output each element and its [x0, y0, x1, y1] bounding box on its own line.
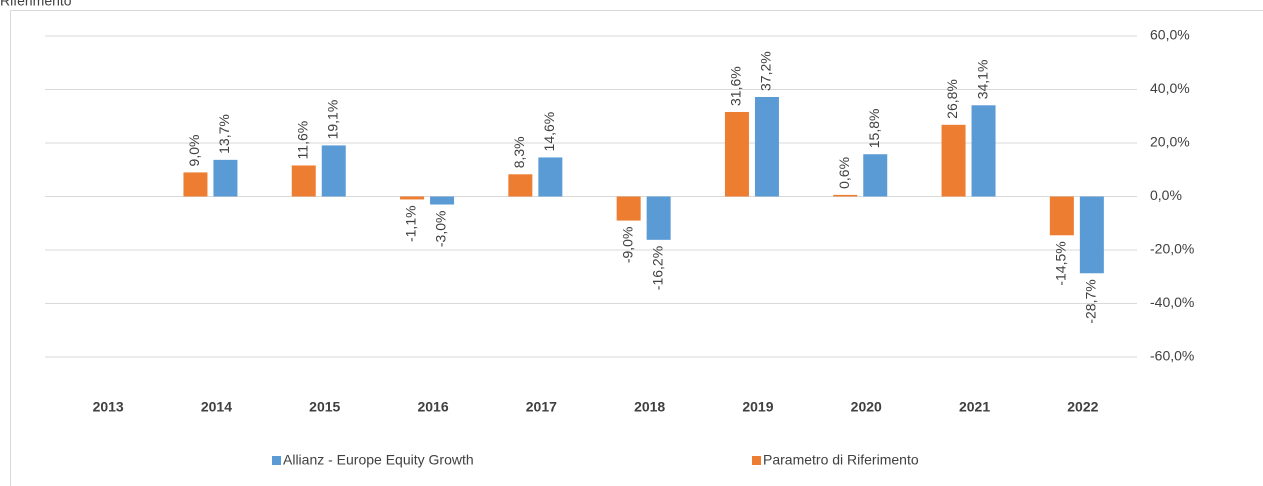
bar — [1079, 196, 1104, 274]
x-tick-label: 2020 — [851, 399, 882, 415]
y-tick-label: 0,0% — [1150, 187, 1182, 203]
x-tick-label: 2021 — [959, 399, 990, 415]
y-tick-label: 20,0% — [1150, 134, 1190, 150]
data-label: 37,2% — [758, 51, 774, 91]
y-tick-label: 40,0% — [1150, 80, 1190, 96]
x-tick-label: 2016 — [417, 399, 448, 415]
data-label: 8,3% — [511, 136, 527, 168]
bar — [646, 196, 671, 240]
data-label: -1,1% — [403, 205, 419, 242]
legend-swatch — [272, 456, 281, 465]
data-label: 19,1% — [324, 100, 340, 140]
bar — [400, 196, 425, 200]
bar — [538, 157, 563, 197]
bar — [1049, 196, 1074, 236]
legend-label: Parametro di Riferimento — [763, 452, 919, 468]
x-tick-label: 2019 — [742, 399, 773, 415]
data-label: -28,7% — [1083, 279, 1099, 323]
legend-label: Allianz - Europe Equity Growth — [283, 452, 474, 468]
data-label: 13,7% — [216, 114, 232, 154]
bar — [321, 145, 346, 197]
y-tick-label: -60,0% — [1150, 348, 1194, 364]
data-label: 0,6% — [836, 157, 852, 189]
data-label: -9,0% — [619, 227, 635, 264]
data-label: 26,8% — [944, 79, 960, 119]
caption: Riferimento — [0, 0, 72, 9]
bar — [183, 172, 208, 197]
x-tick-label: 2015 — [309, 399, 340, 415]
bar — [724, 111, 749, 197]
data-label: 31,6% — [728, 66, 744, 106]
chart-frame — [10, 10, 1263, 486]
data-label: 9,0% — [186, 135, 202, 167]
x-tick-label: 2017 — [526, 399, 557, 415]
bar — [833, 194, 858, 197]
y-tick-label: -40,0% — [1150, 294, 1194, 310]
data-label: -3,0% — [433, 211, 449, 248]
bar — [430, 196, 455, 205]
data-label: 11,6% — [294, 121, 310, 160]
bar — [941, 124, 966, 197]
bar — [616, 196, 641, 221]
bar — [754, 96, 779, 197]
data-label: -14,5% — [1053, 241, 1069, 285]
x-tick-label: 2022 — [1067, 399, 1098, 415]
data-label: 34,1% — [974, 60, 990, 100]
data-label: 14,6% — [541, 112, 557, 152]
x-tick-label: 2014 — [201, 399, 232, 415]
bar — [863, 154, 888, 197]
bar — [508, 174, 533, 197]
bar — [291, 165, 316, 197]
y-tick-label: 60,0% — [1150, 27, 1190, 43]
bar — [213, 159, 238, 197]
legend-swatch — [752, 456, 761, 465]
y-tick-label: -20,0% — [1150, 241, 1194, 257]
bar — [971, 105, 996, 197]
data-label: 15,8% — [866, 109, 882, 149]
data-label: -16,2% — [649, 246, 665, 290]
x-tick-label: 2013 — [93, 399, 124, 415]
x-tick-label: 2018 — [634, 399, 665, 415]
